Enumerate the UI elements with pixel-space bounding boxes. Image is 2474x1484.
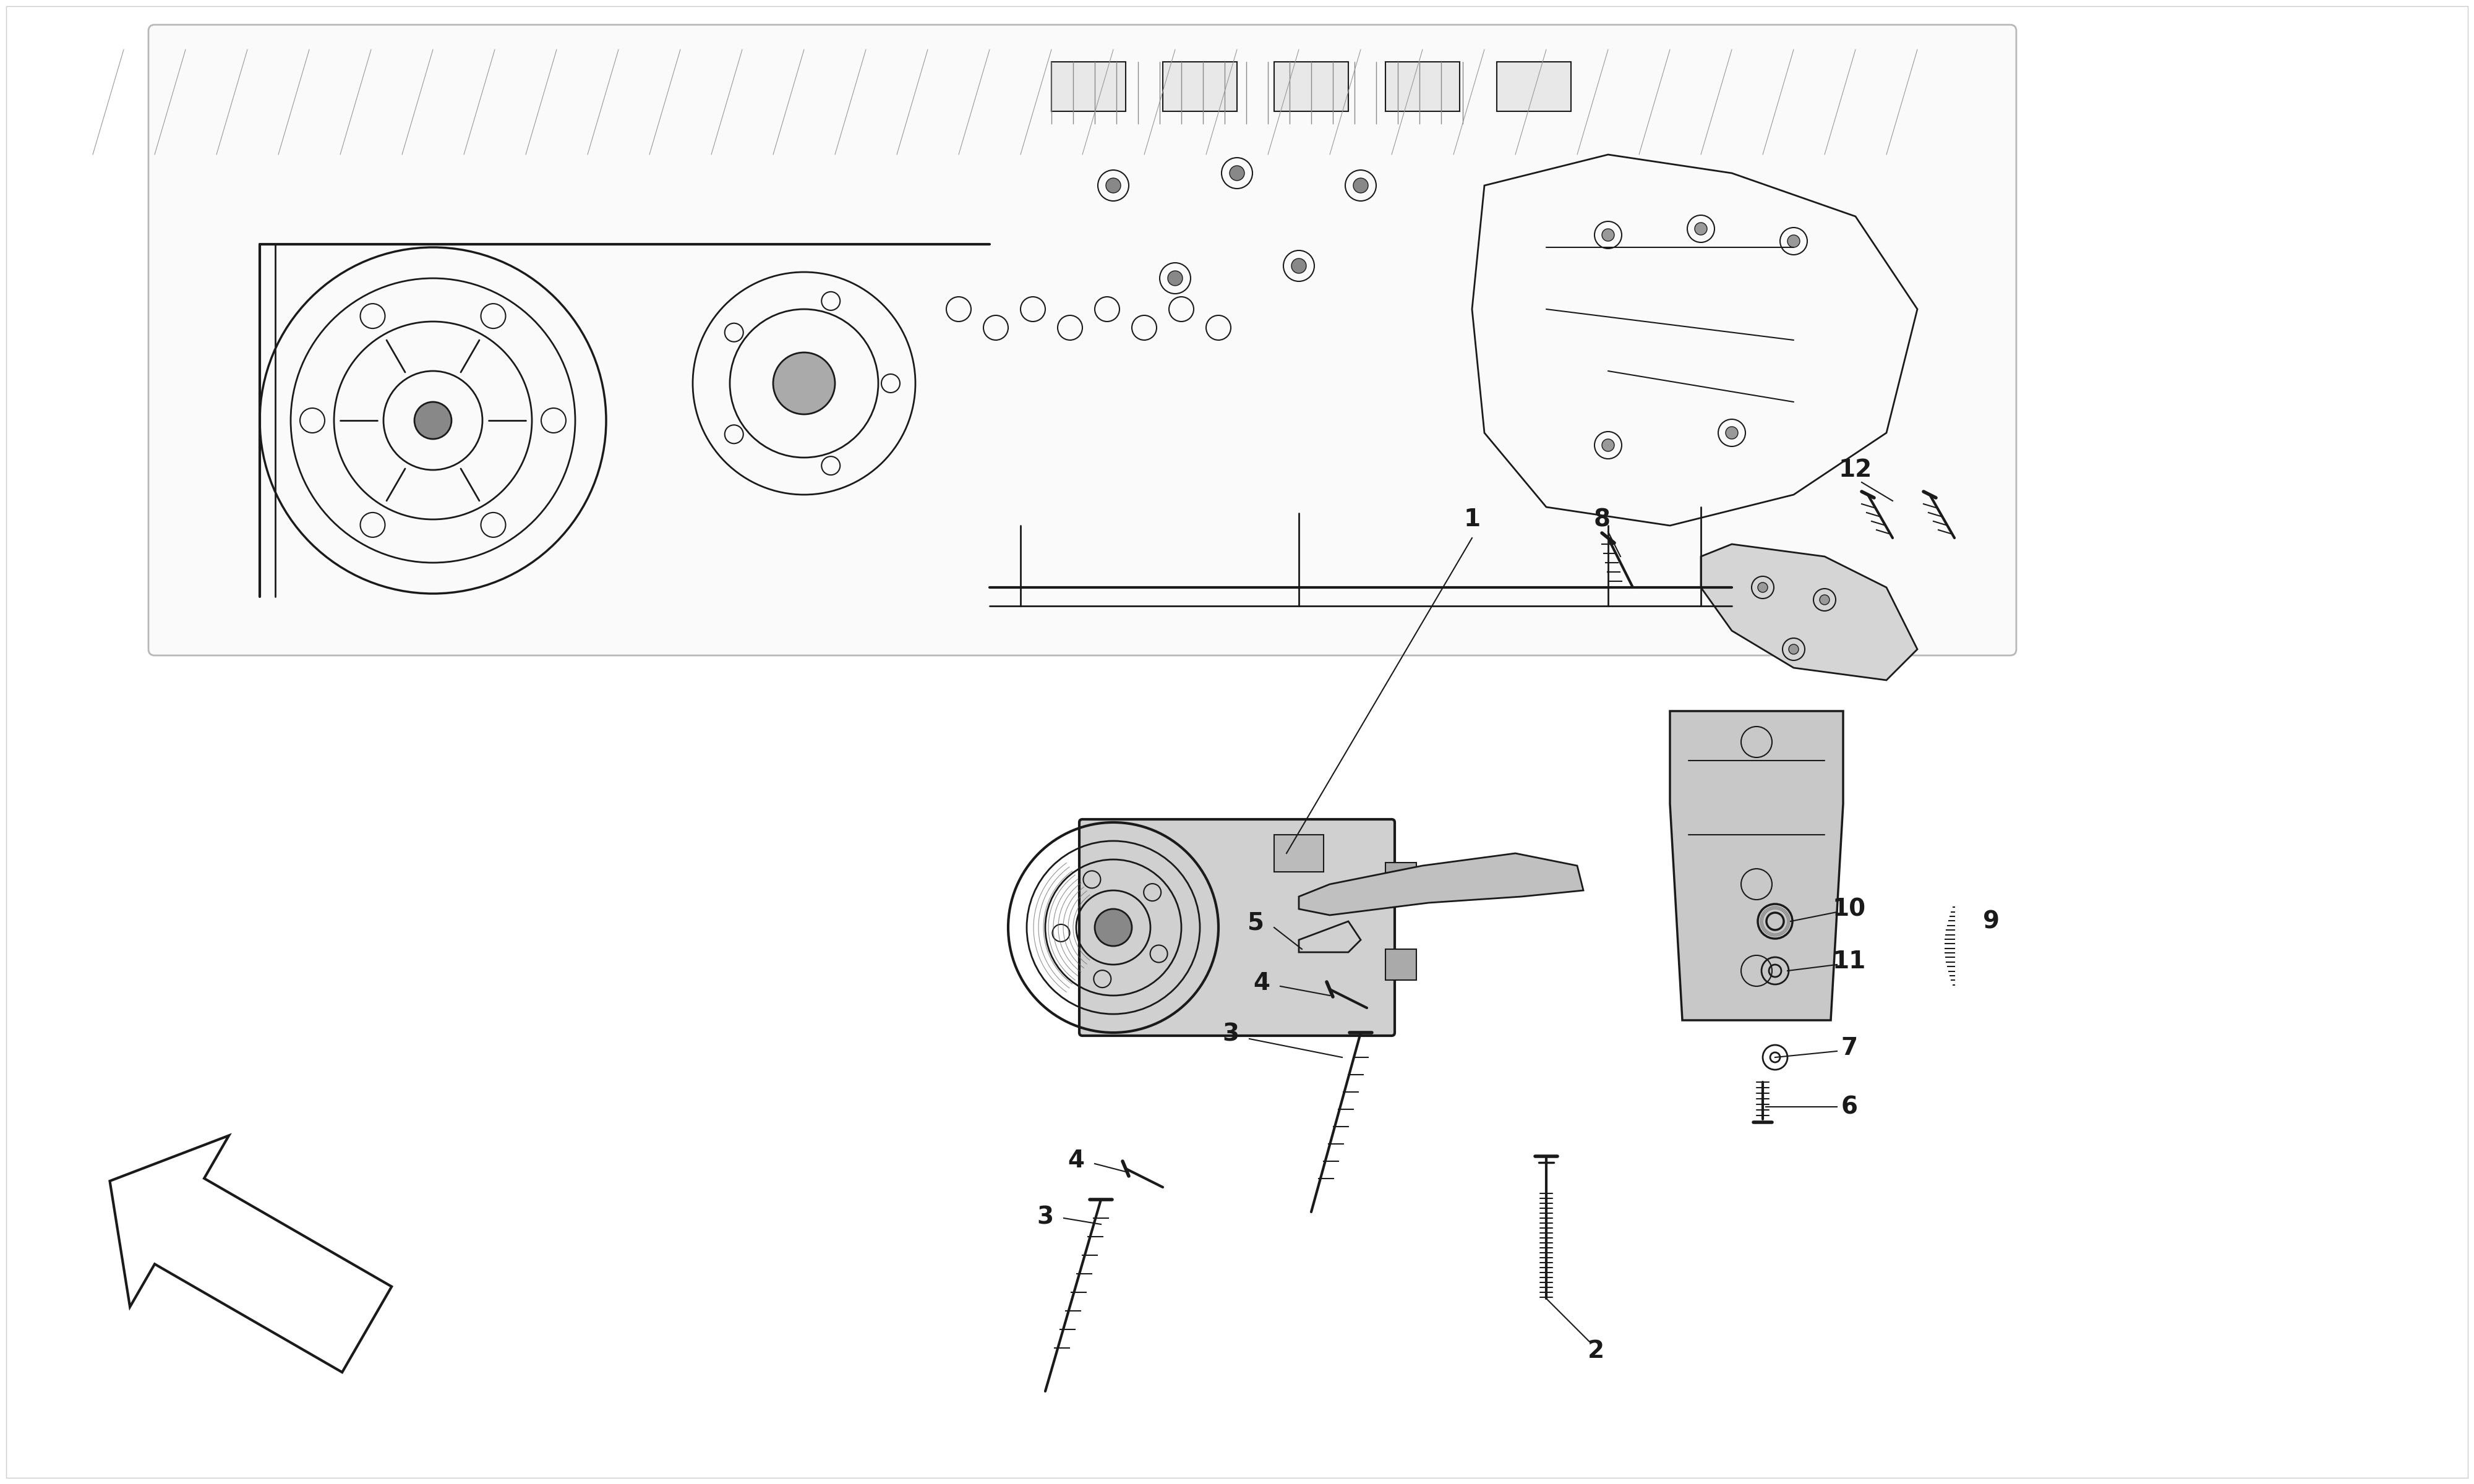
Circle shape xyxy=(1603,229,1613,240)
Text: 4: 4 xyxy=(1069,1149,1084,1172)
Circle shape xyxy=(1786,234,1801,248)
Circle shape xyxy=(1821,595,1831,605)
Text: 10: 10 xyxy=(1833,898,1865,920)
Bar xyxy=(1274,62,1348,111)
Bar xyxy=(1385,950,1415,979)
Text: 7: 7 xyxy=(1841,1036,1858,1060)
FancyBboxPatch shape xyxy=(1079,819,1395,1036)
Circle shape xyxy=(1353,178,1368,193)
Circle shape xyxy=(1757,582,1766,592)
Text: 8: 8 xyxy=(1593,508,1611,531)
Circle shape xyxy=(1603,439,1613,451)
Text: 4: 4 xyxy=(1254,972,1269,994)
Circle shape xyxy=(1727,427,1737,439)
Text: 5: 5 xyxy=(1247,911,1264,935)
Text: 2: 2 xyxy=(1588,1339,1603,1362)
Text: 3: 3 xyxy=(1222,1022,1239,1046)
FancyBboxPatch shape xyxy=(148,25,2016,656)
Text: 6: 6 xyxy=(1841,1095,1858,1119)
Circle shape xyxy=(1094,908,1133,947)
Circle shape xyxy=(1789,644,1799,654)
Circle shape xyxy=(1695,223,1707,234)
Circle shape xyxy=(1230,166,1244,181)
Circle shape xyxy=(416,402,450,439)
Text: 12: 12 xyxy=(1838,459,1873,482)
Bar xyxy=(1163,62,1237,111)
Polygon shape xyxy=(1299,853,1583,916)
Text: 3: 3 xyxy=(1037,1205,1054,1229)
Text: 9: 9 xyxy=(1984,910,1999,933)
Bar xyxy=(1274,834,1324,871)
Text: 11: 11 xyxy=(1833,950,1865,974)
Polygon shape xyxy=(1702,545,1917,680)
Text: 1: 1 xyxy=(1465,508,1479,531)
Bar xyxy=(1385,62,1460,111)
Circle shape xyxy=(772,352,836,414)
Bar xyxy=(1497,62,1571,111)
Bar xyxy=(1385,862,1415,893)
Bar xyxy=(1051,62,1126,111)
Circle shape xyxy=(1291,258,1306,273)
Circle shape xyxy=(1168,270,1183,285)
Ellipse shape xyxy=(1126,830,1348,1025)
Circle shape xyxy=(1106,178,1121,193)
Polygon shape xyxy=(1670,711,1843,1021)
